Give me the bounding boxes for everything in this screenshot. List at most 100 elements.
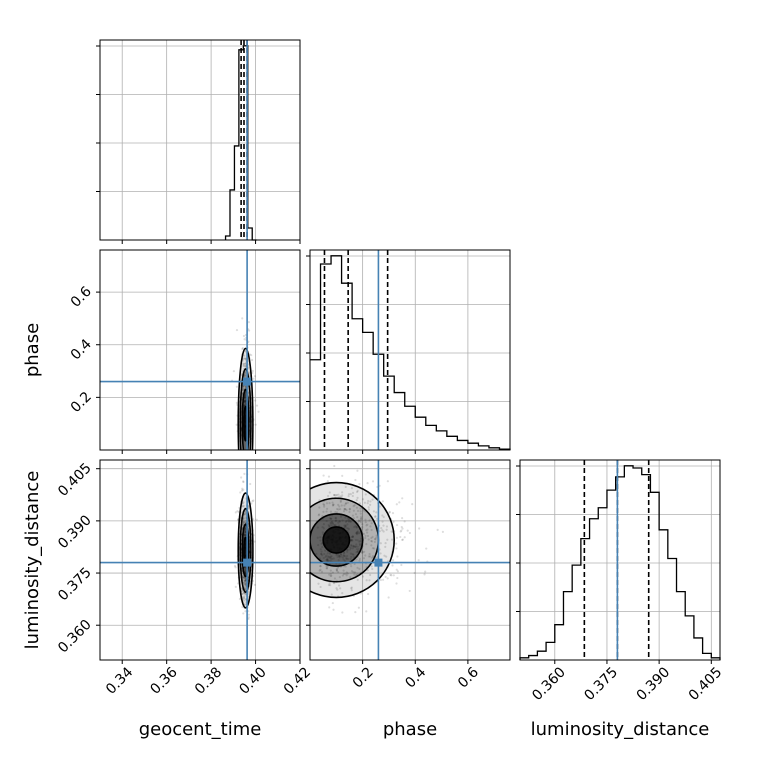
sample-point bbox=[325, 567, 329, 570]
sample-point bbox=[356, 550, 360, 553]
sample-point bbox=[355, 550, 358, 554]
sample-point bbox=[370, 556, 374, 559]
sample-point bbox=[375, 536, 378, 539]
sample-point bbox=[379, 578, 383, 582]
sample-point bbox=[339, 499, 343, 502]
sample-point bbox=[326, 479, 329, 483]
contour-line bbox=[310, 481, 395, 599]
sample-point bbox=[339, 500, 342, 503]
sample-point bbox=[319, 565, 322, 568]
sample-point bbox=[241, 574, 244, 577]
sample-point bbox=[242, 517, 245, 520]
sample-point bbox=[386, 480, 389, 483]
sample-point bbox=[334, 519, 337, 523]
sample-point bbox=[370, 539, 373, 543]
sample-point bbox=[333, 493, 336, 497]
sample-point bbox=[350, 536, 353, 539]
sample-point bbox=[345, 571, 348, 574]
marginal-luminosity-distance bbox=[516, 459, 721, 664]
sample-point bbox=[337, 503, 340, 507]
sample-point bbox=[321, 554, 324, 557]
sample-point bbox=[244, 247, 246, 249]
sample-point bbox=[337, 584, 341, 587]
sample-point bbox=[367, 499, 370, 503]
sample-point bbox=[382, 524, 385, 527]
sample-point bbox=[327, 475, 331, 478]
sample-point bbox=[247, 616, 250, 619]
sample-point bbox=[350, 544, 353, 548]
sample-point bbox=[243, 533, 246, 537]
y-tick-label: 0.390 bbox=[55, 512, 95, 552]
sample-point bbox=[318, 506, 321, 509]
sample-point bbox=[335, 568, 338, 571]
sample-point bbox=[353, 562, 356, 566]
sample-point bbox=[335, 587, 338, 590]
sample-point bbox=[316, 526, 319, 529]
sample-point bbox=[399, 535, 402, 539]
sample-point bbox=[334, 494, 337, 497]
sample-point bbox=[361, 523, 364, 526]
sample-point bbox=[384, 542, 387, 545]
x-axis-label-luminosity-distance: luminosity_distance bbox=[531, 719, 710, 740]
sample-point bbox=[357, 532, 360, 535]
sample-point bbox=[360, 517, 363, 520]
sample-point bbox=[242, 612, 245, 615]
sample-point bbox=[243, 354, 246, 357]
sample-point bbox=[242, 364, 245, 367]
sample-point bbox=[243, 357, 246, 360]
sample-point bbox=[336, 553, 339, 556]
sample-point bbox=[417, 559, 420, 562]
sample-point bbox=[346, 517, 350, 520]
sample-point bbox=[357, 548, 360, 551]
sample-point bbox=[320, 550, 323, 553]
sample-point bbox=[383, 554, 386, 557]
sample-point bbox=[400, 563, 403, 567]
sample-point bbox=[354, 525, 357, 528]
sample-point bbox=[359, 539, 362, 543]
sample-point bbox=[368, 519, 371, 522]
sample-point bbox=[357, 606, 360, 609]
sample-point bbox=[247, 329, 251, 332]
sample-point bbox=[244, 610, 247, 613]
sample-point bbox=[362, 509, 365, 512]
x-tick-label: 0.40 bbox=[236, 664, 269, 697]
sample-point bbox=[343, 507, 346, 511]
sample-point bbox=[329, 574, 332, 578]
sample-point bbox=[341, 491, 344, 494]
sample-point bbox=[355, 506, 359, 509]
x-tick-label: 0.6 bbox=[455, 664, 482, 691]
sample-point bbox=[244, 585, 247, 588]
sample-point bbox=[243, 404, 246, 407]
sample-point bbox=[325, 502, 329, 505]
histogram-geocent-time bbox=[224, 45, 257, 241]
y-axis-label-luminosity-distance: luminosity_distance bbox=[22, 471, 43, 650]
sample-point bbox=[362, 557, 366, 560]
sample-point bbox=[241, 387, 245, 390]
sample-point bbox=[358, 544, 362, 547]
marginal-geocent-time bbox=[96, 39, 301, 244]
sample-point bbox=[331, 557, 334, 561]
sample-point bbox=[243, 401, 247, 405]
sample-point bbox=[408, 531, 411, 535]
sample-point bbox=[370, 528, 373, 532]
sample-point bbox=[242, 386, 245, 389]
sample-point bbox=[240, 476, 243, 479]
sample-point bbox=[242, 504, 246, 508]
sample-point bbox=[386, 538, 389, 541]
sample-point bbox=[241, 605, 244, 609]
sample-point bbox=[317, 582, 320, 585]
sample-point bbox=[330, 523, 333, 526]
sample-point bbox=[388, 511, 391, 514]
sample-point bbox=[351, 535, 355, 538]
sample-point bbox=[337, 521, 340, 524]
sample-point bbox=[250, 353, 253, 357]
sample-point bbox=[338, 520, 341, 523]
sample-point bbox=[323, 552, 326, 556]
sample-point bbox=[343, 551, 346, 555]
sample-point bbox=[360, 551, 363, 554]
sample-point bbox=[395, 582, 398, 585]
sample-point bbox=[243, 521, 246, 525]
sample-point bbox=[244, 510, 247, 513]
sample-point bbox=[368, 555, 372, 558]
sample-point bbox=[325, 554, 328, 557]
